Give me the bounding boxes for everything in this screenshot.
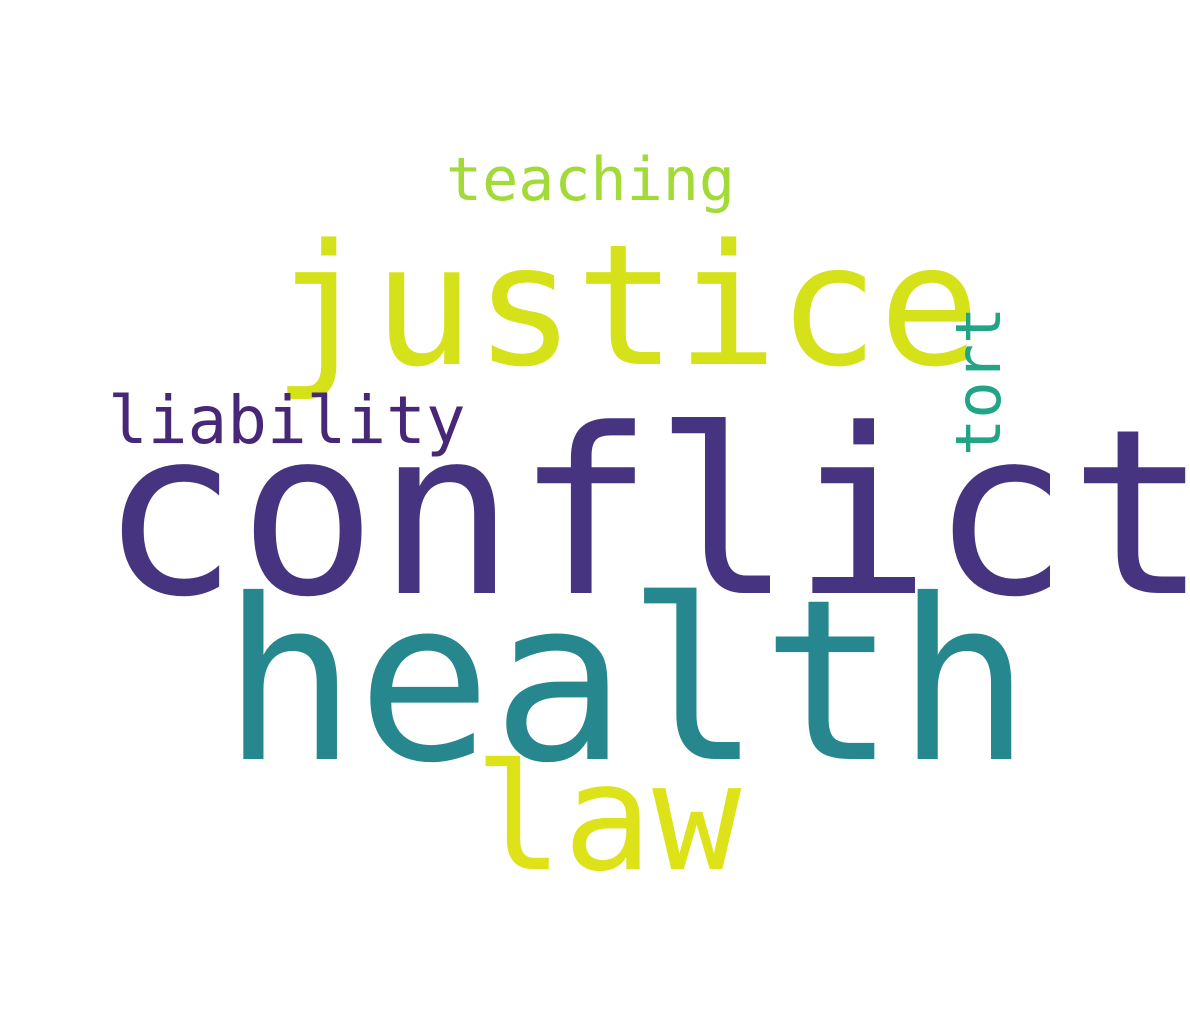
word-health: health (222, 551, 1032, 812)
word-law: law (474, 732, 742, 904)
word-liability: liability (108, 382, 466, 459)
word-teaching: teaching (446, 145, 735, 215)
word-conflict: conflict (100, 381, 1190, 648)
word-justice: justice (272, 208, 981, 404)
